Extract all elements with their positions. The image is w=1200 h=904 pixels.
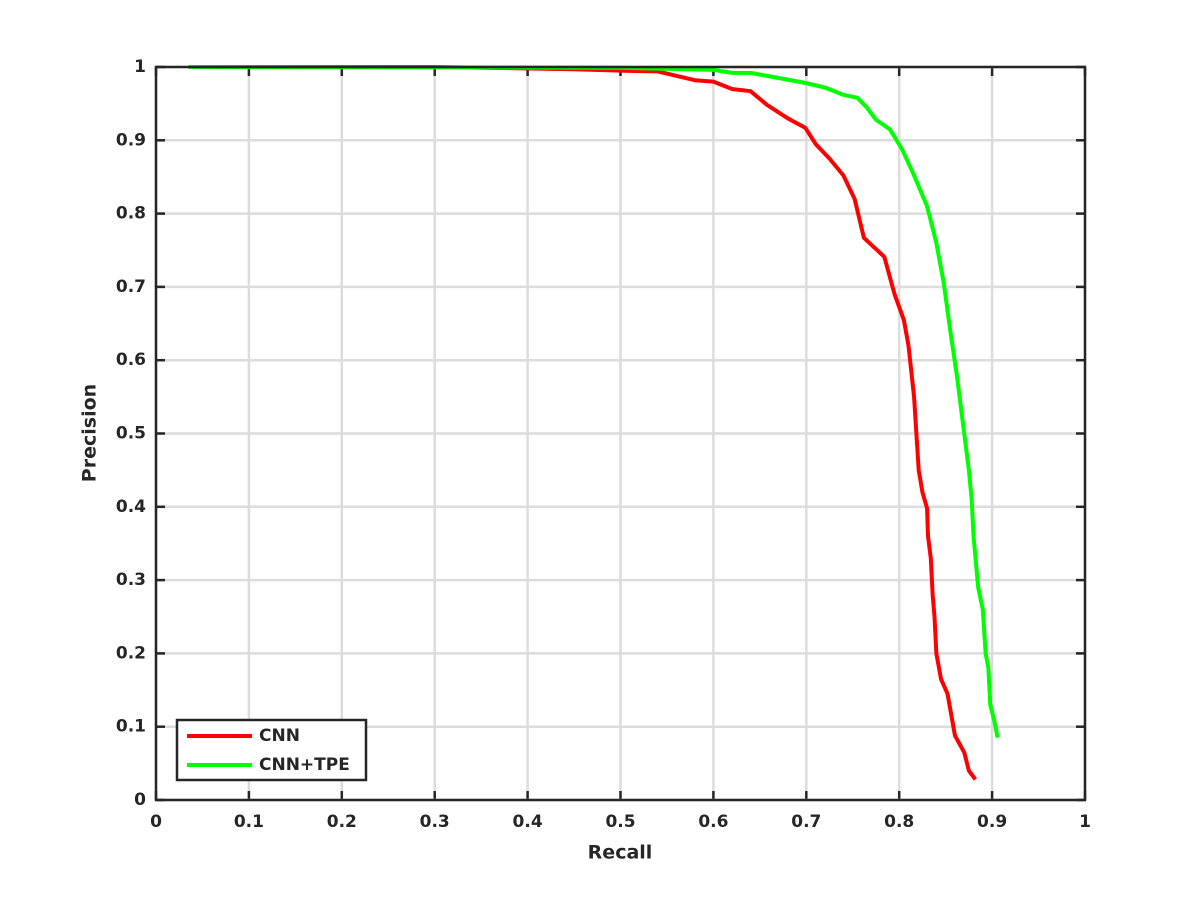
y-tick-label: 0.6 [116,350,146,370]
series-line [188,65,1000,739]
y-tick-label: 0 [134,790,146,810]
x-tick-label: 0 [150,812,162,832]
y-tick-label: 1 [134,57,146,77]
y-tick-label: 0.4 [116,497,146,517]
x-tick-label: 1 [1079,812,1091,832]
series-line [188,65,977,781]
y-tick-label: 0.9 [116,130,146,150]
y-tick-label: 0.3 [116,570,146,590]
y-tick-label: 0.1 [116,717,146,737]
x-tick-label: 0.1 [234,812,264,832]
y-tick-label: 0.5 [116,424,146,444]
y-tick-label: 0.8 [116,204,146,224]
legend-label: CNN+TPE [259,755,350,775]
legend-label: CNN [259,726,300,746]
x-axis-label: Recall [588,842,653,864]
x-tick-label: 0.8 [884,812,914,832]
x-tick-label: 0.2 [327,812,357,832]
y-tick-label: 0.7 [116,277,146,297]
legend-box [175,718,368,782]
y-axis-label: Precision [79,384,101,482]
plot-frame [154,65,1087,802]
x-tick-label: 0.4 [513,812,543,832]
x-tick-label: 0.7 [791,812,821,832]
x-tick-label: 0.5 [605,812,635,832]
x-tick-label: 0.9 [977,812,1007,832]
x-tick-label: 0.6 [698,812,728,832]
x-tick-label: 0.3 [420,812,450,832]
y-tick-label: 0.2 [116,643,146,663]
